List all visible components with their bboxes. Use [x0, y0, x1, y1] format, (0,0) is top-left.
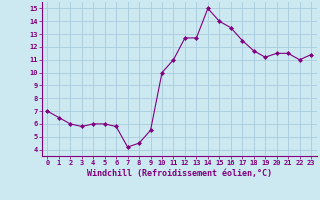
X-axis label: Windchill (Refroidissement éolien,°C): Windchill (Refroidissement éolien,°C)	[87, 169, 272, 178]
